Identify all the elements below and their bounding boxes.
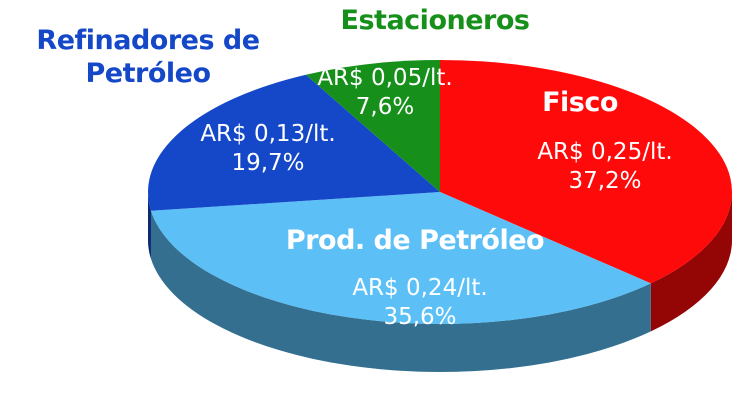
- slice-side-shade: [148, 192, 151, 259]
- value-label: AR$ 0,24/lt.: [352, 275, 488, 301]
- value-label: 7,6%: [355, 94, 415, 120]
- slice: [150, 192, 651, 324]
- slice: [148, 74, 440, 211]
- value-label: 35,6%: [383, 304, 457, 330]
- category-label: Prod. de Petróleo: [285, 225, 545, 256]
- category-label: Refinadores de Petróleo: [36, 25, 260, 89]
- slice-side-shade: [650, 192, 732, 332]
- slice: [305, 60, 440, 192]
- slice-side: [148, 192, 151, 259]
- value-label: AR$ 0,13/lt.: [200, 121, 336, 147]
- slice-side-shade: [150, 210, 651, 372]
- slice-side: [650, 192, 732, 332]
- category-label: Estacioneros: [340, 5, 530, 36]
- category-label: Fisco: [542, 87, 618, 118]
- value-label: 37,2%: [568, 168, 642, 194]
- value-label: AR$ 0,05/lt.: [317, 65, 453, 91]
- slice-side: [150, 210, 651, 372]
- value-label: 19,7%: [231, 150, 305, 176]
- value-label: AR$ 0,25/lt.: [537, 139, 673, 165]
- slice: [440, 60, 732, 284]
